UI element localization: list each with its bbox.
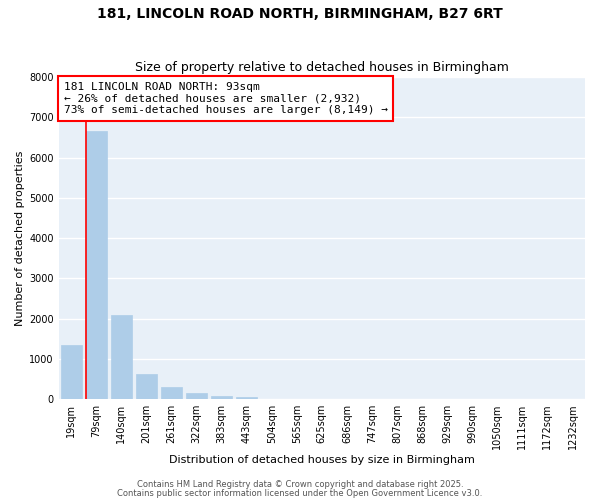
Text: Contains HM Land Registry data © Crown copyright and database right 2025.: Contains HM Land Registry data © Crown c… [137, 480, 463, 489]
X-axis label: Distribution of detached houses by size in Birmingham: Distribution of detached houses by size … [169, 455, 475, 465]
Bar [236, 396, 257, 399]
Text: 181, LINCOLN ROAD NORTH, BIRMINGHAM, B27 6RT: 181, LINCOLN ROAD NORTH, BIRMINGHAM, B27… [97, 8, 503, 22]
Bar [86, 132, 107, 399]
Text: 181 LINCOLN ROAD NORTH: 93sqm
← 26% of detached houses are smaller (2,932)
73% o: 181 LINCOLN ROAD NORTH: 93sqm ← 26% of d… [64, 82, 388, 115]
Bar [186, 393, 207, 399]
Title: Size of property relative to detached houses in Birmingham: Size of property relative to detached ho… [135, 62, 509, 74]
Y-axis label: Number of detached properties: Number of detached properties [15, 150, 25, 326]
Text: Contains public sector information licensed under the Open Government Licence v3: Contains public sector information licen… [118, 488, 482, 498]
Bar [110, 315, 132, 399]
Bar [211, 396, 232, 399]
Bar [161, 386, 182, 399]
Bar [136, 374, 157, 399]
Bar [61, 345, 82, 399]
